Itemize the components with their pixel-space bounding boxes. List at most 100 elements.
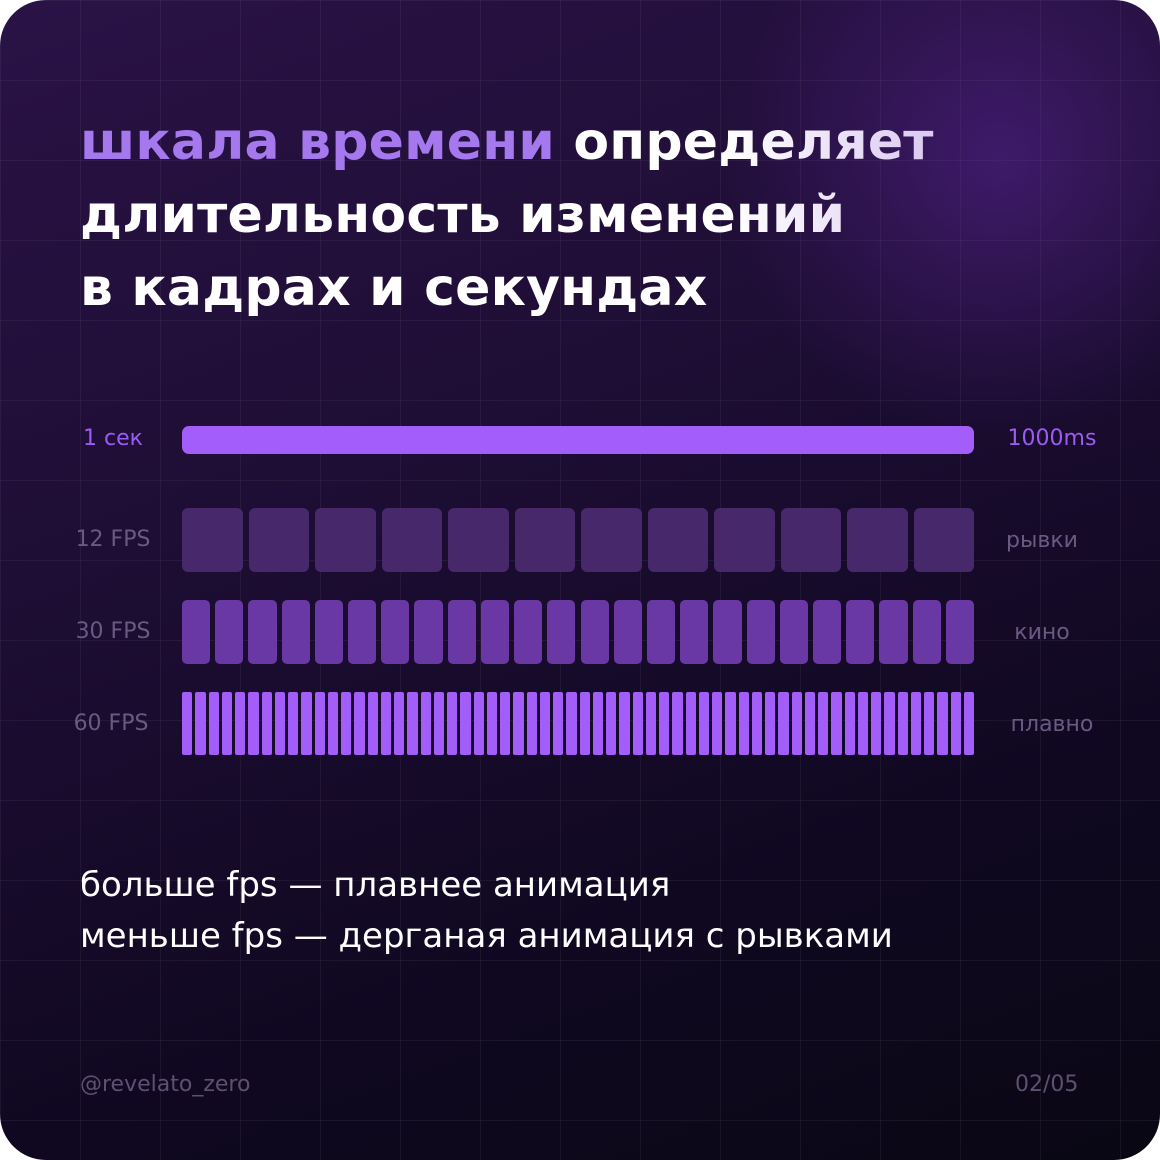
fps12-frame [315,508,376,572]
fps60-frame [513,692,524,755]
fps60-frame [367,692,378,755]
slide-title: шкала времени определяет длительность из… [80,106,1080,325]
fps30-frame [945,600,974,664]
fps60-frame [288,692,299,755]
fps60-frame [698,692,709,755]
fps30-frame [215,600,244,664]
fps60-frame [314,692,325,755]
caption-line2: меньше fps — дерганая анимация с рывками [80,916,893,956]
fps60-frame [804,692,815,755]
title-line1-rest: определяет [555,112,934,172]
fps30-frame [646,600,676,664]
fps60-frame [380,692,391,755]
frames-12fps [182,508,974,572]
fps60-frame [553,692,564,755]
fps60-frame [301,692,312,755]
fps60-frame [354,692,365,755]
fps60-frame [725,692,736,755]
fps60-frame [963,692,974,755]
fps60-frame [632,692,643,755]
fps60-frame [539,692,550,755]
title-line3: в кадрах и секундах [80,258,708,318]
fps60-frame [619,692,630,755]
fps30-frame [480,600,510,664]
fps60-frame [221,692,232,755]
row-note-60fps: плавно [1010,712,1094,737]
fps30-frame [314,600,344,664]
fps60-frame [327,692,338,755]
fps60-frame [712,692,723,755]
fps60-frame [195,692,206,755]
fps12-frame [913,508,974,572]
fps60-frame [950,692,961,755]
fps60-frame [274,692,285,755]
fps12-frame [514,508,575,572]
caption: больше fps — плавнее анимация меньше fps… [80,860,893,962]
fps30-frame [680,600,709,664]
row-label-60fps: 60 FPS [73,711,149,736]
row-note-12fps: рывки [1006,528,1078,553]
row-note-30fps: кино [1014,620,1070,645]
fps60-frame [261,692,272,755]
fps60-frame [606,692,617,755]
fps60-frame [751,692,762,755]
fps60-frame [857,692,868,755]
fps60-frame [341,692,352,755]
fps60-frame [208,692,219,755]
fps60-frame [924,692,935,755]
fps60-frame [473,692,484,755]
fps60-frame [672,692,683,755]
fps60-frame [818,692,829,755]
fps30-frame [182,600,211,664]
fps30-frame [713,600,742,664]
caption-line1: больше fps — плавнее анимация [80,865,671,905]
fps12-frame [448,508,509,572]
fps30-frame [514,600,543,664]
page-counter: 02/05 [1015,1072,1079,1097]
fps60-frame [433,692,444,755]
fps30-frame [414,600,443,664]
fps30-frame [879,600,908,664]
fps30-frame [779,600,808,664]
fps60-frame [248,692,259,755]
row-label-12fps: 12 FPS [75,527,151,552]
fps12-frame [780,508,841,572]
fps30-frame [812,600,842,664]
fps30-frame [381,600,410,664]
fps12-frame [248,508,309,572]
fps60-frame [765,692,776,755]
fps60-frame [910,692,921,755]
fps60-frame [738,692,749,755]
fps60-frame [884,692,895,755]
frames-60fps [182,692,974,755]
fps60-frame [897,692,908,755]
fps30-frame [613,600,642,664]
fps60-frame [844,692,855,755]
fps60-frame [791,692,802,755]
fps30-frame [746,600,775,664]
fps60-frame [592,692,603,755]
fps12-frame [581,508,642,572]
fps60-frame [420,692,431,755]
fps30-frame [912,600,941,664]
fps30-frame [248,600,277,664]
fps12-frame [714,508,775,572]
one-second-bar [182,426,974,454]
fps60-frame [486,692,497,755]
fps30-frame [580,600,609,664]
fps60-frame [394,692,405,755]
fps12-frame [647,508,708,572]
fps60-frame [235,692,246,755]
fps30-frame [348,600,377,664]
fps60-frame [460,692,471,755]
fps60-frame [526,692,537,755]
fps60-frame [182,692,193,755]
fps60-frame [937,692,948,755]
frames-30fps [182,600,974,664]
fps60-frame [447,692,458,755]
fps60-frame [778,692,789,755]
row-note-sec: 1000ms [1007,426,1097,451]
fps60-frame [659,692,670,755]
row-label-30fps: 30 FPS [75,619,151,644]
